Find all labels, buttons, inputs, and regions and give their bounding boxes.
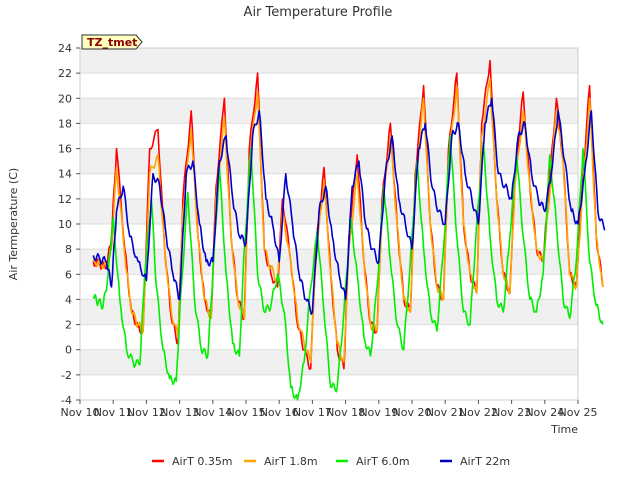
x-tick-label: Nov 14 xyxy=(193,406,232,419)
chart-title: Air Temperature Profile xyxy=(244,5,393,20)
data-series xyxy=(92,59,606,401)
y-tick-label: 24 xyxy=(58,42,72,55)
plot-band xyxy=(80,324,578,350)
y-tick-label: 12 xyxy=(58,193,72,206)
x-tick-label: Nov 22 xyxy=(459,406,498,419)
plot-band xyxy=(80,73,578,99)
plot-band xyxy=(80,48,578,74)
y-tick-label: -4 xyxy=(61,394,72,407)
x-tick-label: Nov 13 xyxy=(160,406,199,419)
legend: AirT 0.35m AirT 1.8m AirT 6.0m AirT 22m xyxy=(152,455,510,468)
plot-band xyxy=(80,299,578,325)
x-tick-label: Nov 10 xyxy=(61,406,100,419)
x-tick-label: Nov 11 xyxy=(94,406,133,419)
y-tick-label: -2 xyxy=(61,369,72,382)
y-tick-label: 8 xyxy=(65,243,72,256)
legend-label: AirT 22m xyxy=(460,455,510,468)
legend-label: AirT 1.8m xyxy=(264,455,318,468)
y-tick-label: 4 xyxy=(65,293,72,306)
x-tick-label: Nov 25 xyxy=(559,406,598,419)
x-tick-label: Nov 17 xyxy=(293,406,332,419)
x-axis-label: Time xyxy=(550,423,578,436)
x-tick-label: Nov 18 xyxy=(326,406,365,419)
x-tick-label: Nov 21 xyxy=(426,406,465,419)
y-axis-label: Air Termperature (C) xyxy=(7,168,20,280)
y-tick-label: 22 xyxy=(58,67,72,80)
y-tick-label: 16 xyxy=(58,143,72,156)
y-tick-label: 20 xyxy=(58,92,72,105)
y-tick-label: 18 xyxy=(58,117,72,130)
series-line-airt-22m xyxy=(92,97,606,316)
y-tick-label: 14 xyxy=(58,168,72,181)
plot-band xyxy=(80,98,578,124)
legend-label: AirT 0.35m xyxy=(172,455,233,468)
x-tick-label: Nov 16 xyxy=(260,406,299,419)
y-tick-label: 0 xyxy=(65,344,72,357)
y-tick-label: 6 xyxy=(65,268,72,281)
plot-band xyxy=(80,148,578,174)
legend-label: AirT 6.0m xyxy=(356,455,410,468)
y-tick-label: 10 xyxy=(58,218,72,231)
x-tick-label: Nov 15 xyxy=(227,406,266,419)
x-tick-label: Nov 23 xyxy=(492,406,531,419)
station-badge: TZ_tmet xyxy=(81,34,143,50)
x-tick-label: Nov 20 xyxy=(393,406,432,419)
y-tick-label: 2 xyxy=(65,319,72,332)
station-badge-label: TZ_tmet xyxy=(87,36,137,49)
x-tick-label: Nov 19 xyxy=(359,406,398,419)
x-tick-label: Nov 24 xyxy=(525,406,564,419)
x-tick-label: Nov 12 xyxy=(127,406,166,419)
